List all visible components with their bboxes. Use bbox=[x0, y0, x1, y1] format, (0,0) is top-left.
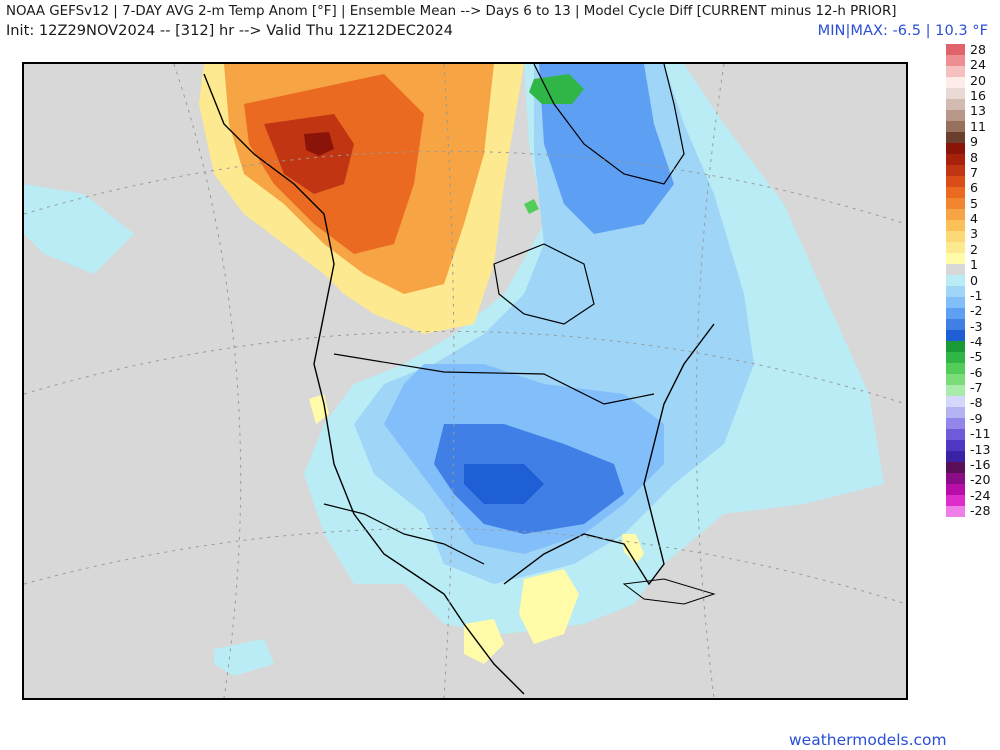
colorbar-tick-label: 16 bbox=[970, 88, 987, 104]
colorbar-tick-label: -24 bbox=[970, 487, 991, 503]
colorbar-tick-label: -9 bbox=[970, 410, 983, 426]
colorbar-tick-label: -8 bbox=[970, 395, 983, 411]
colorbar-tick-label: -28 bbox=[970, 503, 991, 518]
colorbar-swatch bbox=[946, 440, 965, 451]
us-mexico-border bbox=[323, 503, 485, 565]
colorbar bbox=[946, 44, 965, 517]
colorbar-swatch bbox=[946, 495, 965, 506]
colorbar-tick-label: 7 bbox=[970, 164, 979, 180]
colorbar-swatch bbox=[946, 55, 965, 66]
colorbar-swatch bbox=[946, 176, 965, 187]
colorbar-tick-label: -5 bbox=[970, 349, 983, 365]
colorbar-swatch bbox=[946, 44, 965, 55]
graticule bbox=[24, 64, 906, 698]
east-coastline bbox=[503, 323, 715, 586]
colorbar-tick-label: -7 bbox=[970, 380, 983, 396]
cold-core-max bbox=[464, 464, 544, 504]
colorbar-swatch bbox=[946, 220, 965, 231]
colorbar-swatch bbox=[946, 110, 965, 121]
colorbar-swatch bbox=[946, 99, 965, 110]
central-america-yellow bbox=[464, 619, 504, 664]
colorbar-swatch bbox=[946, 473, 965, 484]
colorbar-tick-label: 20 bbox=[970, 72, 987, 88]
baffin-green-patch bbox=[524, 199, 539, 214]
colorbar-swatch bbox=[946, 319, 965, 330]
colorbar-swatch bbox=[946, 363, 965, 374]
min-max-readout: MIN|MAX: -6.5 | 10.3 °F bbox=[817, 22, 988, 39]
colorbar-swatch bbox=[946, 352, 965, 363]
colorbar-tick-label: -20 bbox=[970, 472, 991, 488]
colorbar-tick-label: -4 bbox=[970, 333, 983, 349]
colorbar-swatch bbox=[946, 451, 965, 462]
chart-title: NOAA GEFSv12 | 7-DAY AVG 2-m Temp Anom [… bbox=[6, 4, 897, 19]
hudson-bay-outline bbox=[493, 243, 595, 325]
colorbar-tick-label: -13 bbox=[970, 441, 991, 457]
colorbar-swatch bbox=[946, 165, 965, 176]
colorbar-swatch bbox=[946, 385, 965, 396]
colorbar-swatch bbox=[946, 308, 965, 319]
colorbar-swatch bbox=[946, 154, 965, 165]
colorbar-swatch bbox=[946, 407, 965, 418]
colorbar-tick-label: 1 bbox=[970, 257, 979, 273]
colorbar-tick-label: 6 bbox=[970, 180, 979, 196]
colorbar-swatch bbox=[946, 286, 965, 297]
colorbar-tick-label: 9 bbox=[970, 134, 979, 150]
colorbar-swatch bbox=[946, 506, 965, 517]
colorbar-swatch bbox=[946, 66, 965, 77]
colorbar-swatch bbox=[946, 484, 965, 495]
warm-region-core bbox=[264, 114, 354, 194]
colorbar-swatch bbox=[946, 253, 965, 264]
colorbar-swatch bbox=[946, 209, 965, 220]
gulf-yellow-patch bbox=[519, 569, 579, 644]
colorbar-tick-label: -3 bbox=[970, 318, 983, 334]
colorbar-swatch bbox=[946, 242, 965, 253]
colorbar-swatch bbox=[946, 462, 965, 473]
colorbar-tick-label: -6 bbox=[970, 364, 983, 380]
cuba-outline bbox=[622, 578, 716, 605]
colorbar-swatch bbox=[946, 77, 965, 88]
coastline bbox=[203, 73, 525, 695]
credit-link[interactable]: weathermodels.com bbox=[789, 731, 947, 749]
init-valid-line: Init: 12Z29NOV2024 -- [312] hr --> Valid… bbox=[6, 22, 454, 39]
colorbar-tick-label: 4 bbox=[970, 211, 979, 227]
colorbar-swatch bbox=[946, 429, 965, 440]
colorbar-tick-label: 5 bbox=[970, 195, 979, 211]
colorbar-swatch bbox=[946, 297, 965, 308]
colorbar-swatch bbox=[946, 88, 965, 99]
colorbar-tick-label: 8 bbox=[970, 149, 979, 165]
map-canvas bbox=[24, 64, 906, 698]
colorbar-swatch bbox=[946, 330, 965, 341]
colorbar-swatch bbox=[946, 264, 965, 275]
canada-us-border bbox=[333, 353, 655, 405]
colorbar-tick-label: 13 bbox=[970, 103, 987, 119]
colorbar-swatch bbox=[946, 143, 965, 154]
colorbar-tick-label: 0 bbox=[970, 272, 979, 288]
colorbar-swatch bbox=[946, 374, 965, 385]
colorbar-tick-label: -16 bbox=[970, 456, 991, 472]
colorbar-swatch bbox=[946, 275, 965, 286]
colorbar-swatch bbox=[946, 231, 965, 242]
colorbar-swatch bbox=[946, 341, 965, 352]
colorbar-tick-label: 3 bbox=[970, 226, 979, 242]
colorbar-tick-label: 24 bbox=[970, 57, 987, 73]
colorbar-tick-label: 28 bbox=[970, 42, 987, 57]
colorbar-swatch bbox=[946, 187, 965, 198]
colorbar-swatch bbox=[946, 121, 965, 132]
colorbar-tick-label: -11 bbox=[970, 426, 991, 442]
pacific-cool-patch bbox=[24, 184, 134, 274]
colorbar-swatch bbox=[946, 396, 965, 407]
colorbar-swatch bbox=[946, 198, 965, 209]
colorbar-tick-label: 11 bbox=[970, 118, 987, 134]
pacific-cool-patch-2 bbox=[214, 639, 274, 676]
cold-band-2 bbox=[539, 64, 674, 234]
warm-region-max bbox=[304, 132, 334, 156]
colorbar-swatch bbox=[946, 418, 965, 429]
anomaly-map bbox=[22, 62, 908, 700]
colorbar-tick-label: -1 bbox=[970, 287, 983, 303]
colorbar-tick-label: -2 bbox=[970, 303, 983, 319]
colorbar-swatch bbox=[946, 132, 965, 143]
colorbar-tick-label: 2 bbox=[970, 241, 979, 257]
greenland-outline bbox=[533, 64, 685, 185]
